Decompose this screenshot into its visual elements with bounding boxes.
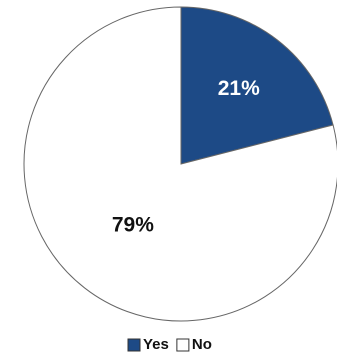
legend-swatch	[176, 338, 190, 352]
legend-label: No	[192, 336, 212, 353]
pie-slice	[180, 6, 334, 165]
legend-label: Yes	[143, 336, 169, 353]
legend-swatch	[127, 338, 141, 352]
data-label: 21%	[218, 77, 260, 100]
data-label: 79%	[112, 214, 154, 237]
pie-slice	[23, 6, 337, 322]
